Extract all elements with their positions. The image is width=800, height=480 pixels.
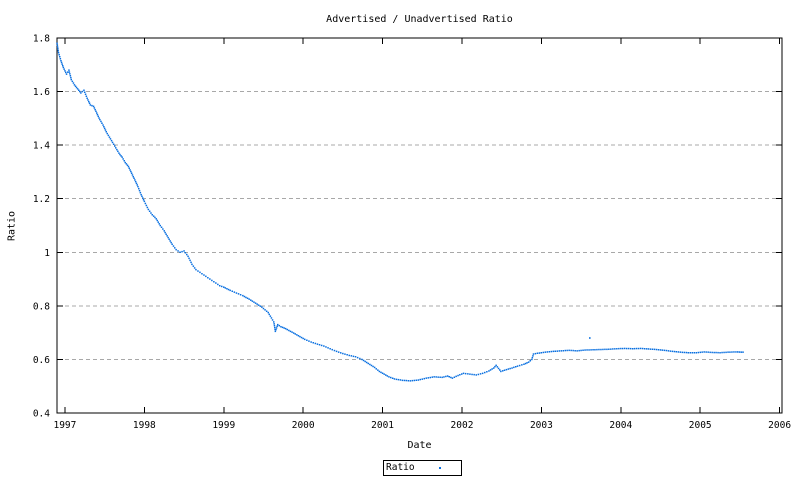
chart-title: Advertised / Unadvertised Ratio (326, 14, 513, 25)
x-tick-label: 2001 (371, 420, 394, 431)
y-tick-label: 1.6 (33, 87, 50, 98)
y-tick-label: 0.6 (33, 355, 50, 366)
y-axis-label: Ratio (6, 210, 18, 242)
y-tick-label: 1.4 (33, 141, 50, 152)
y-tick-label: 0.4 (33, 409, 50, 420)
x-tick-label: 2004 (609, 420, 632, 431)
ratio-series-dots (56, 42, 744, 382)
plot-border (56, 37, 783, 414)
legend-series-marker-dot (439, 467, 441, 469)
legend-series-label: Ratio (386, 462, 415, 473)
y-tick-label: 1.2 (33, 194, 50, 205)
y-tick-label: 0.8 (33, 301, 50, 312)
x-tick-label: 2006 (768, 420, 791, 431)
x-tick-label: 2003 (530, 420, 553, 431)
x-axis-label: Date (407, 440, 432, 451)
x-tick-label: 1997 (53, 420, 76, 431)
x-tick-label: 1999 (212, 420, 235, 431)
x-tick-label: 1998 (133, 420, 156, 431)
legend-box: Ratio (383, 460, 462, 476)
x-tick-label: 2005 (689, 420, 712, 431)
x-tick-label: 2000 (292, 420, 315, 431)
y-tick-label: 1.8 (33, 34, 50, 45)
y-tick-label: 1 (44, 248, 50, 259)
x-tick-label: 2002 (451, 420, 474, 431)
